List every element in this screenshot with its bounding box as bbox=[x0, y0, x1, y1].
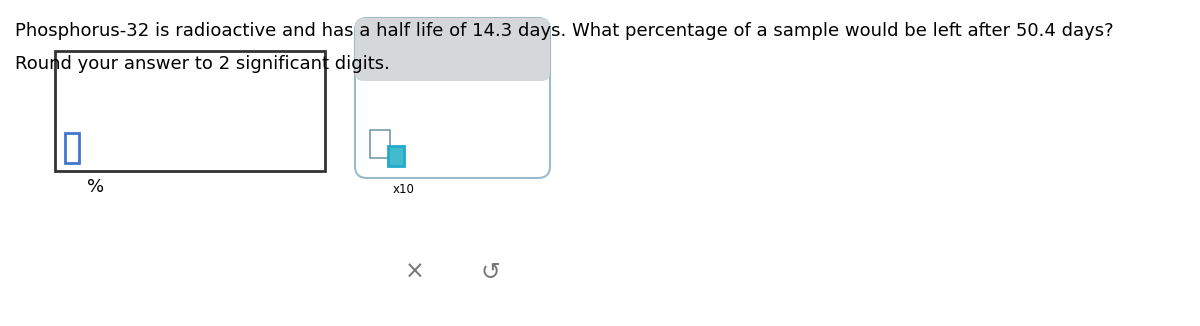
Text: ×: × bbox=[406, 260, 425, 284]
Bar bbox=[370, 130, 390, 158]
Text: %: % bbox=[88, 178, 104, 196]
Bar bbox=[65, 133, 79, 163]
Text: x10: x10 bbox=[394, 183, 415, 196]
Text: Phosphorus-32 is radioactive and has a half life of 14.3 days. What percentage o: Phosphorus-32 is radioactive and has a h… bbox=[14, 22, 1114, 40]
Text: ↺: ↺ bbox=[480, 260, 500, 284]
Bar bbox=[388, 146, 404, 166]
FancyBboxPatch shape bbox=[355, 18, 550, 81]
Text: Round your answer to 2 significant digits.: Round your answer to 2 significant digit… bbox=[14, 55, 390, 73]
FancyBboxPatch shape bbox=[355, 18, 550, 178]
Bar bbox=[55, 51, 325, 171]
